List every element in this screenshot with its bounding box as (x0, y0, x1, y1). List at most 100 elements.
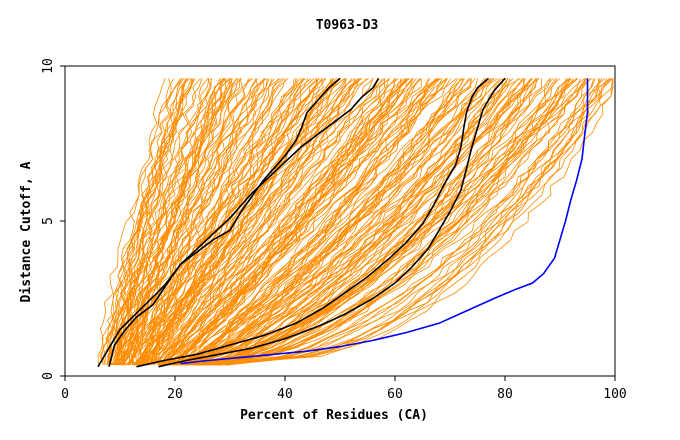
x-axis-ticks: 0 20 40 60 80 100 (61, 376, 627, 402)
highlight-model-curve-2 (97, 77, 380, 368)
chart-title: T0963-D3 (316, 18, 379, 33)
model-curve (125, 78, 281, 366)
model-curve (135, 78, 253, 366)
model-curve (113, 78, 212, 366)
y-axis-ticks: 0 5 10 (41, 58, 65, 380)
x-tick-label: 20 (167, 387, 183, 402)
model-curve (172, 78, 465, 366)
model-curve (197, 78, 525, 366)
model-curve (97, 78, 183, 366)
model-curve (129, 78, 315, 366)
model-curve (108, 78, 226, 366)
model-curve (166, 78, 436, 366)
model-curve (144, 78, 374, 366)
model-curve (173, 78, 439, 366)
model-curve (121, 78, 273, 366)
model-curve (165, 78, 440, 366)
model-curve (122, 78, 302, 366)
model-curve (183, 78, 457, 366)
model-curve (161, 78, 442, 366)
model-curve (135, 78, 327, 366)
model-curve (185, 78, 521, 366)
model-curve (177, 78, 438, 366)
model-curve (203, 78, 592, 366)
model-curve (150, 78, 384, 366)
model-curve (138, 78, 289, 366)
model-curve (200, 78, 578, 366)
y-tick-label: 10 (41, 58, 56, 74)
x-tick-label: 60 (387, 387, 403, 402)
model-curve (187, 78, 524, 366)
model-curve (213, 78, 612, 366)
model-curve (157, 78, 380, 366)
model-curve (217, 78, 600, 366)
model-curve (225, 78, 587, 366)
model-curve (203, 78, 595, 366)
model-curve (217, 78, 608, 366)
highlight-model-curve-3 (136, 77, 490, 368)
model-curve (160, 78, 421, 366)
model-curve (225, 78, 614, 366)
model-curve (187, 78, 472, 366)
model-curve (141, 78, 375, 366)
model-curve (106, 78, 187, 366)
highlight-model-curve-1 (108, 77, 341, 367)
model-curve (163, 78, 368, 366)
model-curve (158, 78, 413, 366)
x-tick-label: 0 (61, 387, 69, 402)
x-axis-label: Percent of Residues (CA) (240, 408, 428, 423)
y-tick-label: 0 (41, 372, 56, 380)
model-curve (140, 78, 356, 366)
model-curve (177, 78, 508, 366)
model-curve (215, 78, 592, 366)
model-curve (137, 78, 353, 366)
model-curve (206, 78, 587, 366)
model-curve (161, 78, 391, 366)
model-curve (207, 78, 558, 366)
model-curve (102, 78, 190, 366)
model-curve (134, 78, 275, 366)
x-tick-label: 40 (277, 387, 293, 402)
model-curve (116, 78, 230, 366)
y-axis-label: Distance Cutoff, A (19, 161, 34, 302)
model-curve (155, 78, 363, 366)
model-curve (122, 78, 268, 366)
model-curve (220, 78, 596, 366)
model-curve (176, 78, 487, 366)
model-curve (162, 78, 410, 366)
model-curve (106, 78, 166, 366)
model-curve (199, 78, 532, 366)
model-curve (145, 78, 361, 366)
model-curve (200, 78, 574, 366)
model-curve (164, 78, 397, 366)
model-curve (183, 78, 501, 366)
x-tick-label: 100 (603, 387, 626, 402)
model-curve (174, 78, 414, 366)
model-curve (145, 78, 295, 366)
highlighted-model-curves (97, 77, 589, 368)
model-curve (214, 78, 567, 366)
best-model-curve (180, 78, 589, 365)
model-curve (182, 78, 519, 366)
model-curve (208, 78, 581, 366)
model-curve (131, 78, 297, 366)
model-curve (146, 78, 345, 366)
x-tick-label: 80 (497, 387, 513, 402)
model-curve (186, 78, 485, 366)
model-curve (158, 78, 347, 366)
y-tick-label: 5 (41, 217, 56, 225)
model-curve (206, 78, 614, 366)
model-curve (122, 78, 238, 366)
model-curve (195, 78, 526, 366)
model-curve (183, 78, 495, 366)
model-curve (171, 78, 452, 366)
background-model-curves (97, 78, 614, 366)
model-curve (202, 78, 602, 366)
model-curve (179, 78, 507, 366)
model-curve (201, 78, 551, 366)
model-curve (130, 78, 312, 366)
model-curve (198, 78, 534, 366)
model-curve (168, 78, 408, 366)
model-curve (181, 78, 476, 366)
